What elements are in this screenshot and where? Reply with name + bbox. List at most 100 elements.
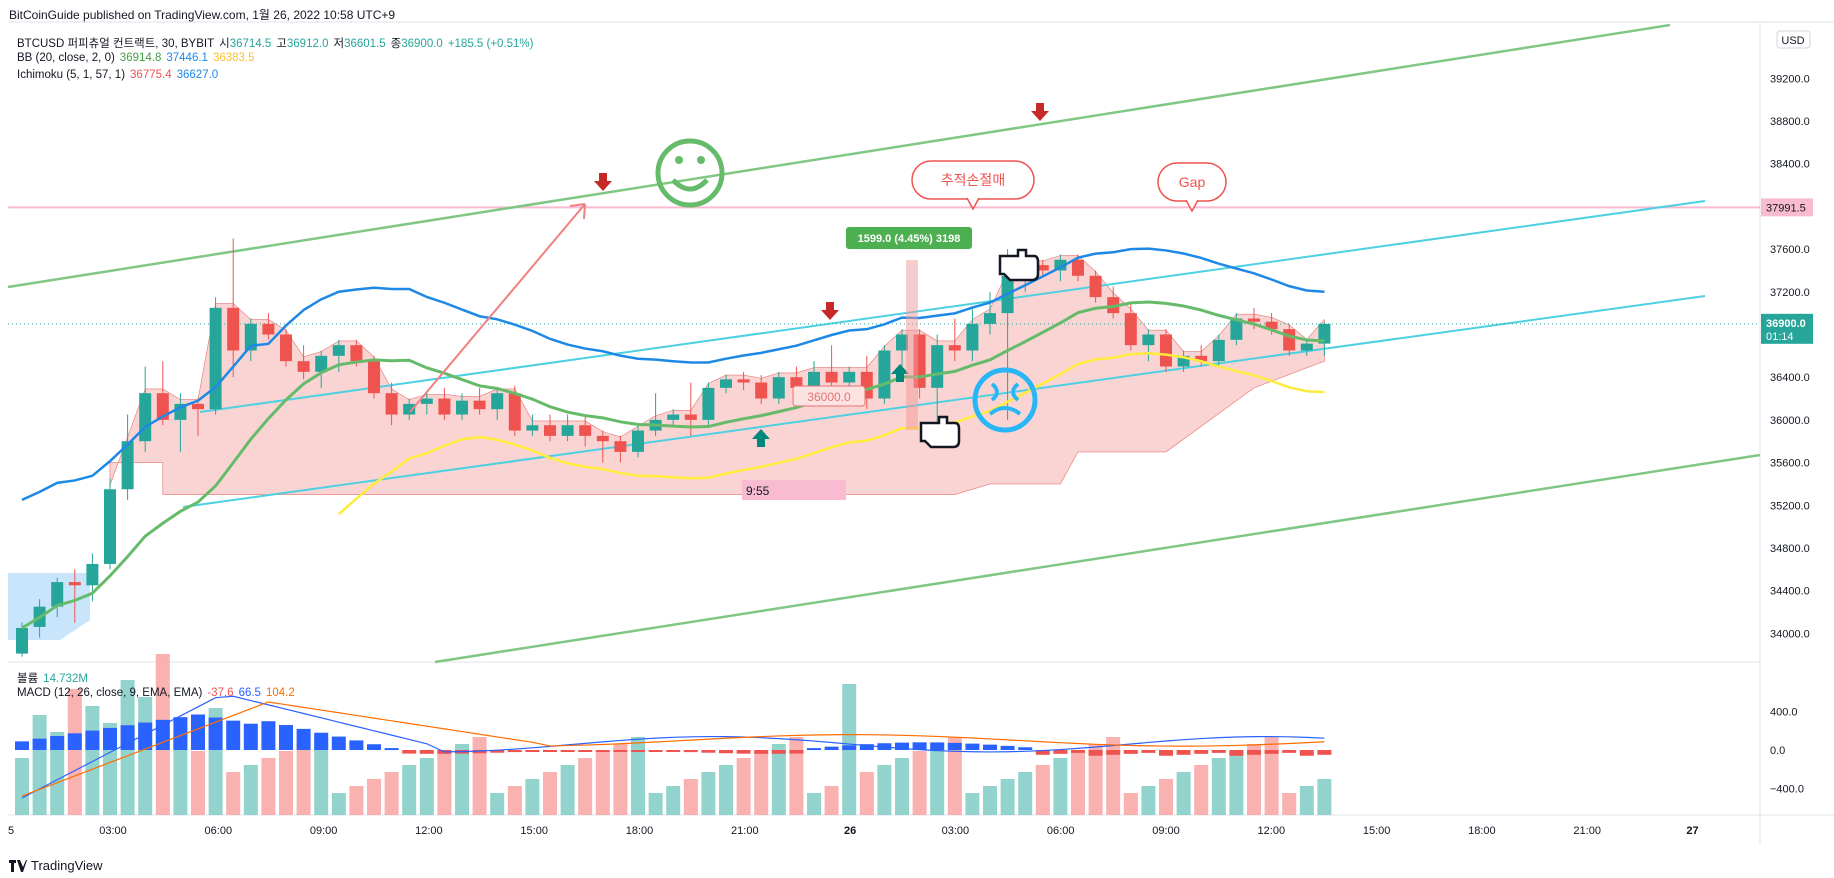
volume-bar — [736, 758, 751, 815]
pointing-hand-icon — [919, 415, 961, 449]
macd-histogram-bar — [631, 750, 645, 752]
dizzy-mouth — [988, 406, 1022, 416]
candle-body — [966, 323, 979, 351]
candle-body — [948, 345, 961, 351]
price-axis: 34000.0 34400.0 34800.0 35200.0 35600.0 36000… — [1770, 73, 1810, 640]
time-tick-label: 03:00 — [942, 825, 970, 837]
volume-bar — [560, 765, 575, 815]
volume-bar — [1194, 765, 1209, 815]
volume-bar — [507, 786, 522, 815]
price-tick-label: 36400.0 — [1770, 372, 1810, 384]
bb-basis-line — [21, 300, 1325, 630]
candle-body — [1283, 329, 1296, 351]
macd-histogram-bar — [595, 750, 610, 752]
volume-bar — [1229, 751, 1244, 815]
candle-body — [667, 414, 680, 420]
publish-header: BitCoinGuide published on TradingView.co… — [9, 8, 396, 22]
candle-body — [632, 430, 644, 452]
buy-arrow-2-head — [891, 364, 909, 374]
volume-bar — [578, 758, 593, 815]
candle-body — [1177, 355, 1190, 367]
macd-histogram-bar — [419, 750, 434, 754]
candle-body — [403, 403, 416, 415]
gap-callout-tail — [1185, 199, 1199, 213]
footer-brand[interactable]: TradingView — [31, 858, 103, 873]
last-price-tag: 36900.001:14 — [1761, 313, 1813, 344]
macd-tick-label: 0.0 — [1770, 745, 1785, 757]
macd-histogram-bar — [912, 742, 927, 750]
gap-callout-text: Gap — [1179, 174, 1206, 190]
footer: TradingView — [9, 858, 103, 873]
sell-arrow-2 — [1031, 103, 1049, 121]
volume-legend: 볼륨 14.732M — [17, 670, 93, 686]
volume-bar — [490, 793, 505, 815]
time-tick-label: 18:00 — [626, 825, 654, 837]
volume-bar — [1247, 744, 1261, 815]
candle-body — [931, 345, 944, 388]
price-tick-label: 34000.0 — [1770, 628, 1810, 640]
price-tick-label: 38400.0 — [1770, 159, 1810, 171]
macd-histogram-bar — [103, 727, 117, 750]
candle-body — [438, 398, 451, 415]
macd-histogram-bar — [1035, 750, 1050, 755]
volume-bar — [437, 751, 452, 815]
volume-bar — [331, 793, 346, 815]
candle-body — [315, 355, 328, 372]
price-box-annotation: 36000.0 — [792, 385, 866, 407]
candle-body — [332, 345, 345, 356]
high-value: 36912.0 — [286, 38, 329, 50]
price-tick-label: 39200.0 — [1770, 73, 1810, 85]
macd-name: MACD (12, 26, close, 9, EMA, EMA) — [17, 687, 203, 699]
macd-histogram-bar — [331, 736, 346, 750]
macd-histogram-bar — [859, 744, 874, 750]
macd-histogram-bar — [701, 750, 716, 753]
candle-body — [456, 400, 468, 415]
pointing-hand-icon-shape — [998, 248, 1040, 282]
channel-lower-line — [434, 453, 1761, 664]
candle-body — [737, 379, 750, 383]
gap-callout: Gap — [1157, 162, 1227, 213]
macd-histogram-bar — [243, 723, 258, 750]
trailing-stop-callout-text: 추적손절매 — [941, 172, 1005, 188]
candle-body — [139, 393, 152, 442]
volume-bar — [296, 744, 311, 815]
candle-body — [1212, 339, 1225, 362]
macd-histogram-bar — [1071, 750, 1085, 753]
volume-bar — [631, 737, 645, 815]
bb-name: BB (20, close, 2, 0) — [17, 52, 115, 64]
symbol-legend: BTCUSD 퍼피츄얼 컨트랙트, 30, BYBIT 시36714.5 고3691… — [17, 35, 538, 51]
volume-bar — [1000, 779, 1015, 815]
volume-bar — [173, 734, 188, 815]
macd-histogram-bar — [1000, 745, 1015, 750]
candle-body — [684, 414, 697, 420]
candle-body — [720, 379, 732, 388]
volume-bar — [314, 737, 329, 815]
candle-body — [544, 425, 556, 436]
macd-histogram-bar — [930, 742, 945, 750]
macd-histogram-bar — [349, 740, 364, 750]
bb-lower-line — [337, 352, 1325, 516]
macd-histogram-bar — [807, 748, 821, 751]
close-value: 36900.0 — [401, 38, 443, 50]
level-tag-label: 37991.5 — [1766, 202, 1806, 214]
smiley-eye — [697, 156, 705, 164]
macd-histogram-bar — [507, 750, 522, 753]
volume-bar — [85, 706, 100, 815]
candle-body — [772, 377, 785, 399]
cyan-trend-line-2 — [182, 295, 1706, 508]
volume-bar — [1123, 793, 1138, 815]
pointing-hand-icon — [998, 248, 1040, 282]
time-tick-label: 03:00 — [99, 825, 127, 837]
buy-arrow-1-head — [752, 429, 770, 439]
symbol-name: BTCUSD 퍼피츄얼 컨트랙트, 30, BYBIT — [17, 38, 215, 50]
price-box-frame — [792, 385, 866, 407]
close-label: 종 — [390, 38, 402, 50]
macd-histogram-bar — [173, 717, 188, 750]
time-tag-annotation: 9:55 — [742, 480, 846, 500]
candle-body — [156, 393, 169, 420]
smiley-mouth — [671, 178, 709, 192]
ichimoku-cloud — [109, 255, 1325, 559]
candle-body — [1072, 259, 1084, 276]
bb-basis: 36914.8 — [119, 52, 162, 64]
